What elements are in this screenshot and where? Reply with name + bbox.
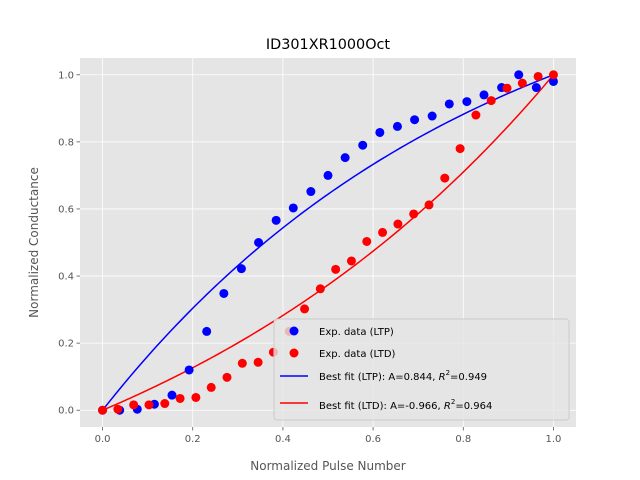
data-point-ltp: [167, 390, 177, 400]
data-point-ltd: [206, 382, 216, 392]
data-point-ltd: [502, 83, 512, 93]
data-point-ltp: [288, 203, 298, 213]
legend-ltd-fit-r: R: [444, 401, 451, 412]
data-point-ltp: [306, 187, 316, 197]
data-point-ltd: [98, 405, 108, 415]
y-axis-label: Normalized Conductance: [27, 167, 41, 318]
legend-label-ltp-fit: Best fit (LTP): A=0.844, R2=0.949: [319, 369, 487, 383]
data-point-ltp: [444, 99, 454, 109]
legend-label-ltp: Exp. data (LTP): [319, 327, 394, 338]
data-point-ltd: [144, 400, 154, 410]
data-point-ltp: [479, 90, 489, 100]
data-point-ltd: [315, 284, 325, 294]
legend-ltd-fit-prefix: Best fit (LTD): A=-0.966,: [319, 401, 444, 412]
data-point-ltd: [455, 144, 465, 154]
data-point-ltp: [271, 215, 281, 225]
data-point-ltp: [254, 238, 264, 247]
legend-ltp-fit-r: R: [439, 372, 446, 383]
x-tick-label: 0.6: [365, 434, 381, 445]
data-point-ltp: [514, 70, 524, 80]
data-point-ltd: [222, 372, 232, 382]
data-point-ltp: [531, 83, 541, 93]
legend-ltp-fit-suffix: =0.949: [450, 372, 487, 383]
chart-title: ID301XR1000Oct: [266, 37, 391, 53]
data-point-ltp: [462, 97, 472, 107]
x-tick-label: 0.2: [185, 434, 201, 445]
x-tick-label: 0.0: [95, 434, 111, 445]
data-point-ltd: [548, 70, 558, 80]
legend-box: [273, 318, 570, 421]
data-point-ltd: [237, 358, 247, 368]
data-point-ltd: [378, 227, 388, 237]
legend-ltd-fit-sup: 2: [451, 398, 455, 406]
data-point-ltd: [113, 404, 123, 414]
legend-ltp-fit-sup: 2: [446, 369, 450, 377]
data-point-ltp: [340, 153, 350, 163]
data-point-ltd: [440, 173, 450, 183]
data-point-ltp: [358, 140, 368, 150]
y-tick-label: 0.8: [58, 137, 74, 148]
fit-line-ltd: [102, 74, 555, 411]
legend: Exp. data (LTP) Exp. data (LTD) Best fit…: [273, 318, 570, 421]
y-tick-label: 0.2: [58, 339, 74, 350]
data-point-ltp: [236, 264, 246, 274]
data-point-ltp: [427, 111, 437, 121]
data-point-ltd: [517, 78, 527, 88]
legend-ltp-fit-prefix: Best fit (LTP): A=0.844,: [319, 372, 439, 383]
data-point-ltd: [346, 256, 356, 266]
y-tick-label: 0.6: [58, 204, 74, 215]
data-point-ltd: [362, 236, 372, 246]
legend-marker-ltp: [289, 326, 299, 336]
data-point-ltp: [184, 365, 194, 375]
x-tick-label: 1.0: [546, 434, 562, 445]
data-point-ltd: [471, 110, 481, 120]
data-point-ltp: [202, 326, 212, 336]
axis-ticks: 0.0 0.2 0.4 0.6 0.8 1.0 0.0 0.2 0.4 0.6 0.8 1.0: [58, 70, 561, 445]
data-point-ltd: [300, 304, 310, 314]
data-point-ltd: [533, 71, 543, 81]
legend-ltd-fit-suffix: =0.964: [455, 401, 492, 412]
y-tick-label: 1.0: [58, 70, 74, 81]
data-point-ltp: [392, 121, 402, 131]
data-point-ltd: [191, 392, 201, 402]
data-points: [98, 70, 558, 415]
fit-lines: [101, 74, 555, 411]
data-point-ltd: [175, 393, 185, 403]
fit-line-ltp: [101, 74, 554, 411]
data-point-ltp: [548, 76, 558, 86]
data-point-ltd: [129, 400, 139, 410]
data-point-ltd: [409, 209, 419, 219]
data-point-ltd: [331, 264, 341, 274]
x-axis-label: Normalized Pulse Number: [250, 459, 406, 473]
legend-label-ltd-fit: Best fit (LTD): A=-0.966, R2=0.964: [319, 398, 492, 412]
data-point-ltp: [375, 127, 385, 137]
data-point-ltp: [323, 170, 333, 180]
y-tick-label: 0.4: [58, 272, 74, 283]
data-point-ltd: [486, 96, 496, 106]
x-tick-label: 0.4: [275, 434, 291, 445]
legend-label-ltd: Exp. data (LTD): [319, 349, 396, 360]
data-point-ltd: [424, 200, 434, 210]
data-point-ltp: [410, 115, 420, 125]
x-tick-label: 0.8: [455, 434, 471, 445]
data-point-ltp: [219, 288, 229, 298]
data-point-ltd: [253, 357, 263, 367]
y-tick-label: 0.0: [58, 406, 74, 417]
legend-marker-ltd: [289, 348, 299, 358]
data-point-ltd: [393, 219, 403, 229]
data-point-ltd: [160, 399, 170, 409]
